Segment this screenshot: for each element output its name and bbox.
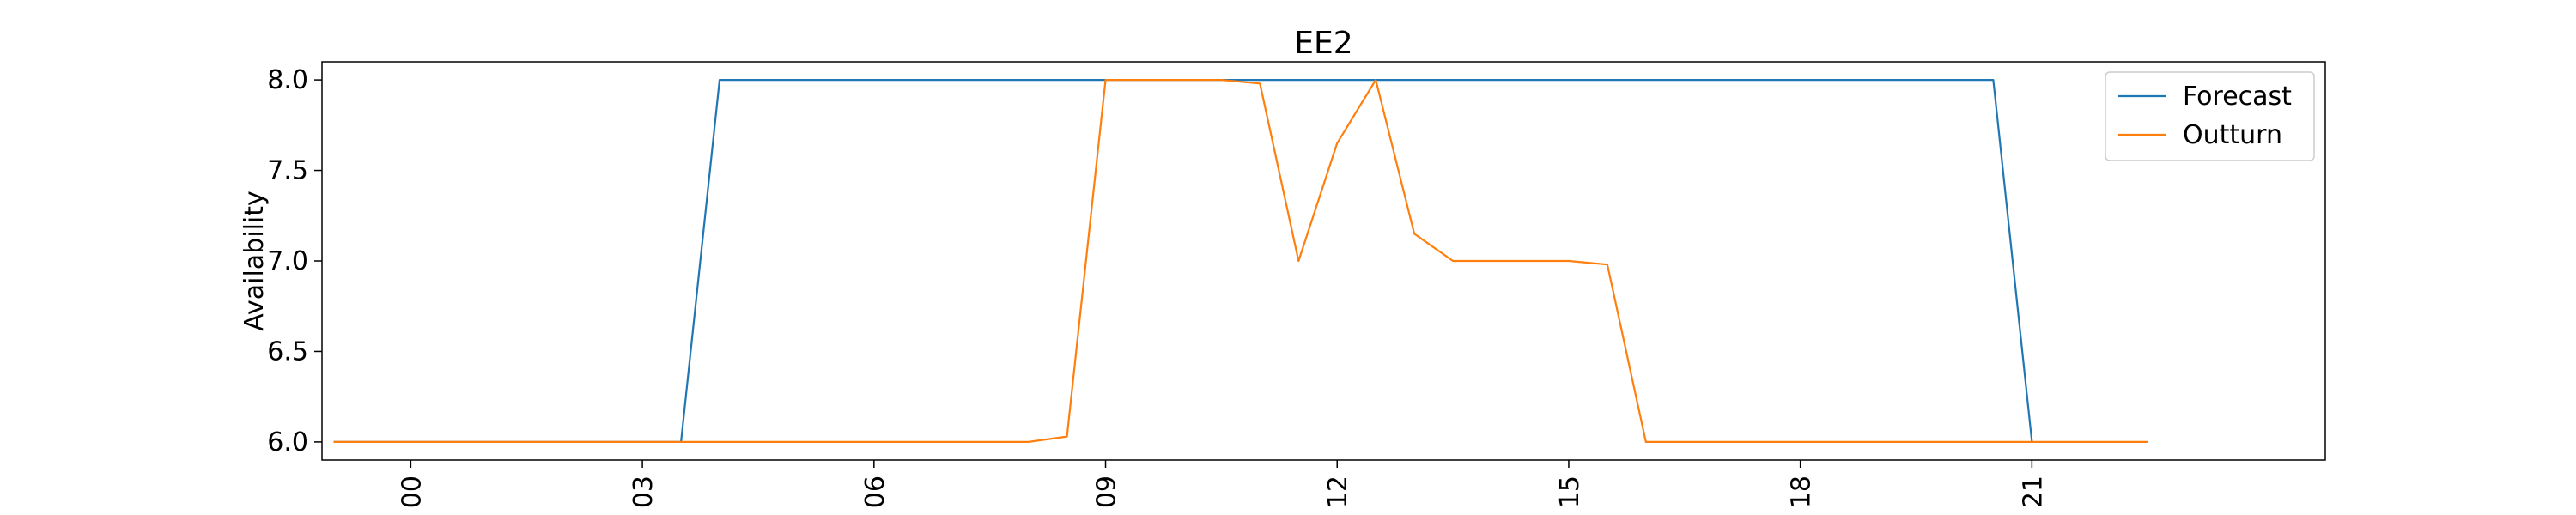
x-tick-label: 3 12 [1323,476,1353,515]
x-tick-label: 3 18 [1787,476,1817,515]
x-tick-label: 3 00 [397,476,427,515]
y-axis-label: Availability [240,191,270,331]
y-tick-label: 8.0 [267,65,308,95]
y-tick-label: 6.5 [267,336,308,367]
series-line-forecast [333,78,2033,444]
y-tick-label: 7.0 [267,246,308,276]
x-tick-label: 3 09 [1092,476,1122,515]
plot-frame [321,61,2326,461]
legend-label-forecast: Forecast [2183,82,2292,112]
legend-label-outturn: Outturn [2183,120,2282,150]
x-tick-label: 3 21 [2018,476,2048,515]
y-tick-label: 6.0 [267,427,308,457]
y-tick-label: 7.5 [267,156,308,186]
series-line-outturn [333,78,2148,444]
chart-title: EE2 [1294,26,1352,61]
legend-box [2105,71,2315,161]
legend: Forecast Outturn [2105,71,2315,161]
x-tick-label: 3 06 [860,476,890,515]
x-tick-label: 3 15 [1555,476,1585,515]
x-tick-label: 3 03 [629,476,659,515]
